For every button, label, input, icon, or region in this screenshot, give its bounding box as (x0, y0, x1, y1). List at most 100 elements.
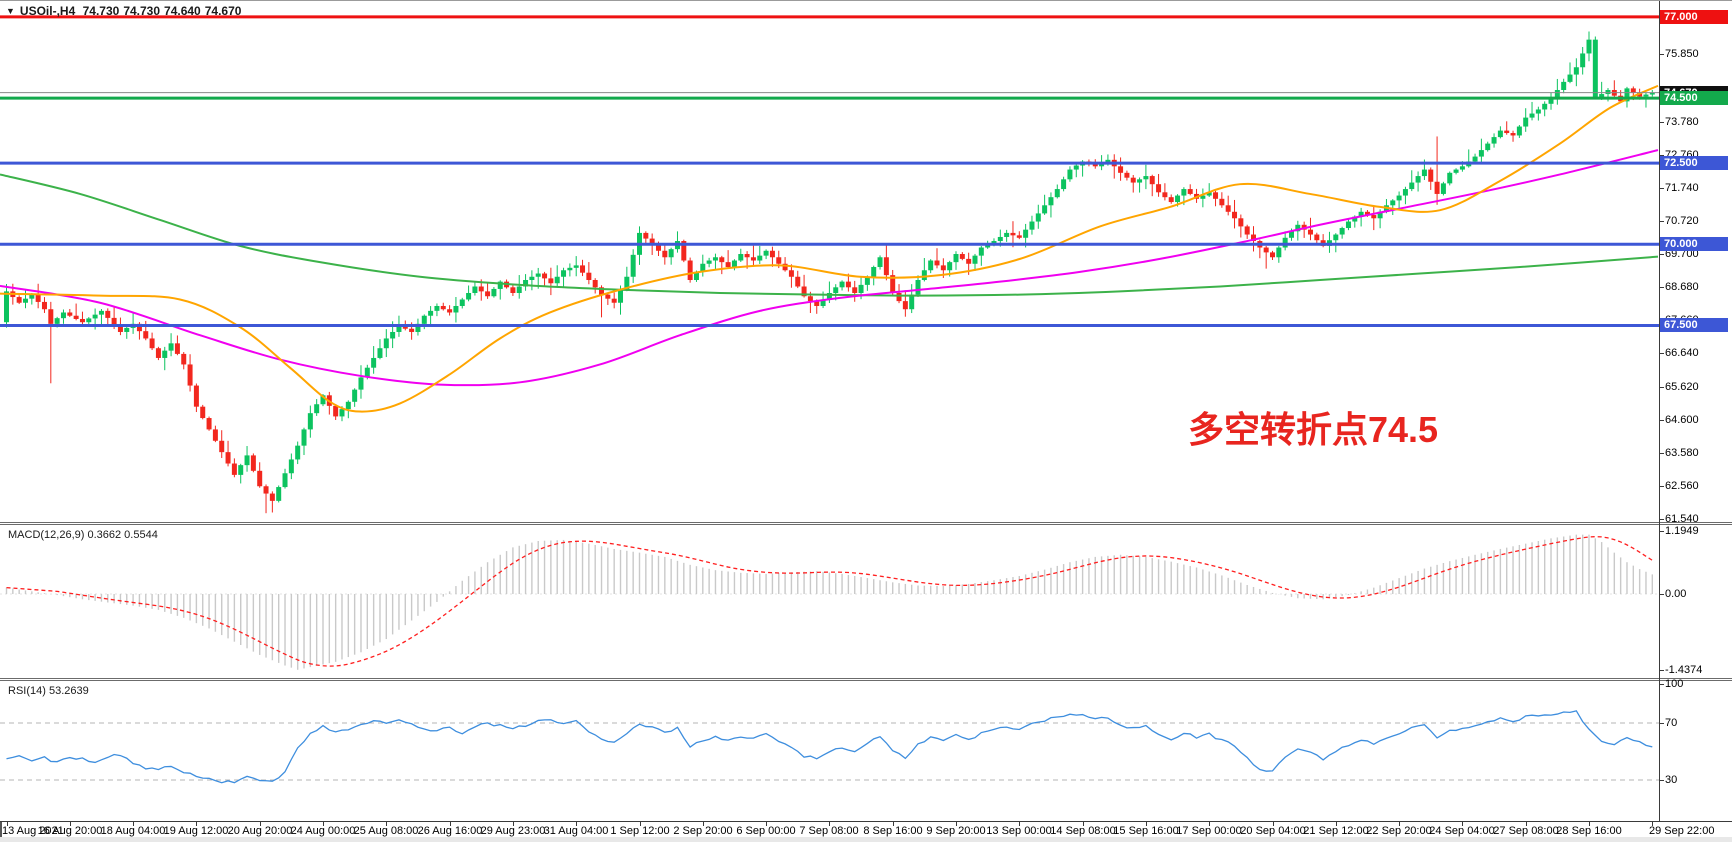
price-tick-label: 61.540 (1665, 513, 1699, 525)
hline-badge-72.500: 72.500 (1660, 156, 1728, 170)
macd-tick-label-dash (1659, 670, 1664, 671)
date-tick-label: 28 Sep 16:00 (1556, 825, 1622, 837)
date-tick-label: 17 Sep 00:00 (1176, 825, 1242, 837)
date-tick (1083, 822, 1084, 826)
window-bottom-strip (0, 837, 1732, 842)
price-tick-label-dash (1659, 54, 1664, 55)
rsi-level-lines (0, 722, 1659, 781)
date-tick (1019, 822, 1020, 826)
rsi-tick-label: 100 (1665, 678, 1684, 690)
date-tick (323, 822, 324, 826)
macd-tick-label-dash (1659, 531, 1664, 532)
date-tick-label: 24 Aug 00:00 (290, 825, 356, 837)
date-tick-label: 26 Aug 16:00 (417, 825, 483, 837)
ohlc-low: 74.640 (164, 4, 201, 18)
date-tick (829, 822, 830, 826)
date-tick-label: 20 Aug 20:00 (227, 825, 293, 837)
macd-tick-label: -1.4374 (1665, 664, 1703, 676)
price-tick-label: 63.580 (1665, 447, 1699, 459)
price-tick-label: 73.780 (1665, 116, 1699, 128)
date-tick (1336, 822, 1337, 826)
date-tick (1526, 822, 1527, 826)
chart-annotation: 多空转折点74.5 (1188, 409, 1439, 450)
date-tick-label: 31 Aug 04:00 (543, 825, 609, 837)
ohlc-high: 74.730 (123, 4, 161, 18)
rsi-tick-label: 30 (1665, 774, 1678, 786)
date-tick-label: 2 Sep 20:00 (673, 825, 733, 837)
macd-chart-canvas[interactable] (0, 525, 1659, 678)
date-tick (956, 822, 957, 826)
date-tick-label: 18 Aug 04:00 (100, 825, 166, 837)
date-tick (1652, 822, 1653, 826)
price-tick-label: 70.720 (1665, 215, 1699, 227)
hline-badge-67.500: 67.500 (1660, 318, 1728, 332)
price-axis-line (1659, 1, 1660, 821)
rsi-tick-label-dash (1659, 723, 1664, 724)
date-tick (513, 822, 514, 826)
price-tick-label: 62.560 (1665, 480, 1699, 492)
price-tick-label-dash (1659, 155, 1664, 156)
price-tick-label: 68.680 (1665, 281, 1699, 293)
macd-histogram (5, 534, 1654, 670)
date-tick-label: 20 Sep 04:00 (1240, 825, 1306, 837)
date-tick (766, 822, 767, 826)
price-tick-label: 71.740 (1665, 182, 1699, 194)
date-tick-label: 19 Aug 12:00 (163, 825, 229, 837)
symbol-timeframe-label: USOil-,H4 (19, 4, 76, 18)
price-tick-label: 69.700 (1665, 248, 1699, 260)
date-tick-label: 21 Sep 12:00 (1303, 825, 1369, 837)
date-tick (1146, 822, 1147, 826)
macd-tick-label-dash (1659, 594, 1664, 595)
price-tick-label-dash (1659, 188, 1664, 189)
date-tick-label: 1 Sep 12:00 (610, 825, 670, 837)
price-tick-label: 75.850 (1665, 48, 1699, 60)
hline-badge-74.500: 74.500 (1660, 91, 1728, 105)
date-tick (260, 822, 261, 826)
price-tick-label: 66.640 (1665, 347, 1699, 359)
date-tick (70, 822, 71, 826)
date-tick-label: 25 Aug 08:00 (353, 825, 419, 837)
rsi-indicator-label: RSI(14) 53.2639 (8, 685, 89, 697)
symbol-dropdown-icon[interactable]: ▼ (6, 6, 15, 16)
date-tick-label: 29 Sep 22:00 (1649, 825, 1715, 837)
date-tick-label: 8 Sep 16:00 (863, 825, 923, 837)
price-tick-label-dash (1659, 122, 1664, 123)
rsi-chart-canvas[interactable] (0, 681, 1659, 821)
price-tick-label: 64.600 (1665, 414, 1699, 426)
date-tick (1589, 822, 1590, 826)
date-tick (1209, 822, 1210, 826)
price-chart-canvas[interactable] (0, 1, 1659, 522)
date-tick-label: 13 Sep 00:00 (986, 825, 1052, 837)
price-tick-label-dash (1659, 519, 1664, 520)
date-tick (703, 822, 704, 826)
price-tick-label: 65.620 (1665, 381, 1699, 393)
price-tick-label-dash (1659, 486, 1664, 487)
macd-tick-label: 0.00 (1665, 588, 1687, 600)
date-tick-label: 22 Sep 20:00 (1366, 825, 1432, 837)
date-tick-label: 24 Sep 04:00 (1429, 825, 1495, 837)
rsi-tick-label-dash (1659, 780, 1664, 781)
price-tick-label-dash (1659, 353, 1664, 354)
hline-badge-77.000: 77.000 (1660, 10, 1728, 24)
date-tick-label: 16 Aug 20:00 (37, 825, 103, 837)
panel-separator-macd[interactable] (0, 522, 1732, 525)
date-tick (640, 822, 641, 826)
panel-separator-rsi[interactable] (0, 678, 1732, 681)
ohlc-open: 74.730 (82, 4, 120, 18)
price-panel (0, 1, 1659, 522)
rsi-tick-label-dash (1659, 684, 1664, 685)
price-tick-label-dash (1659, 453, 1664, 454)
date-tick-label: 6 Sep 00:00 (736, 825, 796, 837)
ma-medium-magenta-line (0, 149, 1659, 387)
ma-slow-green-line (0, 173, 1659, 297)
date-tick (7, 822, 8, 826)
date-tick-label: 15 Sep 16:00 (1113, 825, 1179, 837)
hline-badge-70.000: 70.000 (1660, 237, 1728, 251)
ohlc-close: 74.670 (204, 4, 242, 18)
date-tick (1273, 822, 1274, 826)
date-tick (576, 822, 577, 826)
price-tick-label-dash (1659, 287, 1664, 288)
macd-indicator-label: MACD(12,26,9) 0.3662 0.5544 (8, 529, 158, 541)
date-tick (450, 822, 451, 826)
